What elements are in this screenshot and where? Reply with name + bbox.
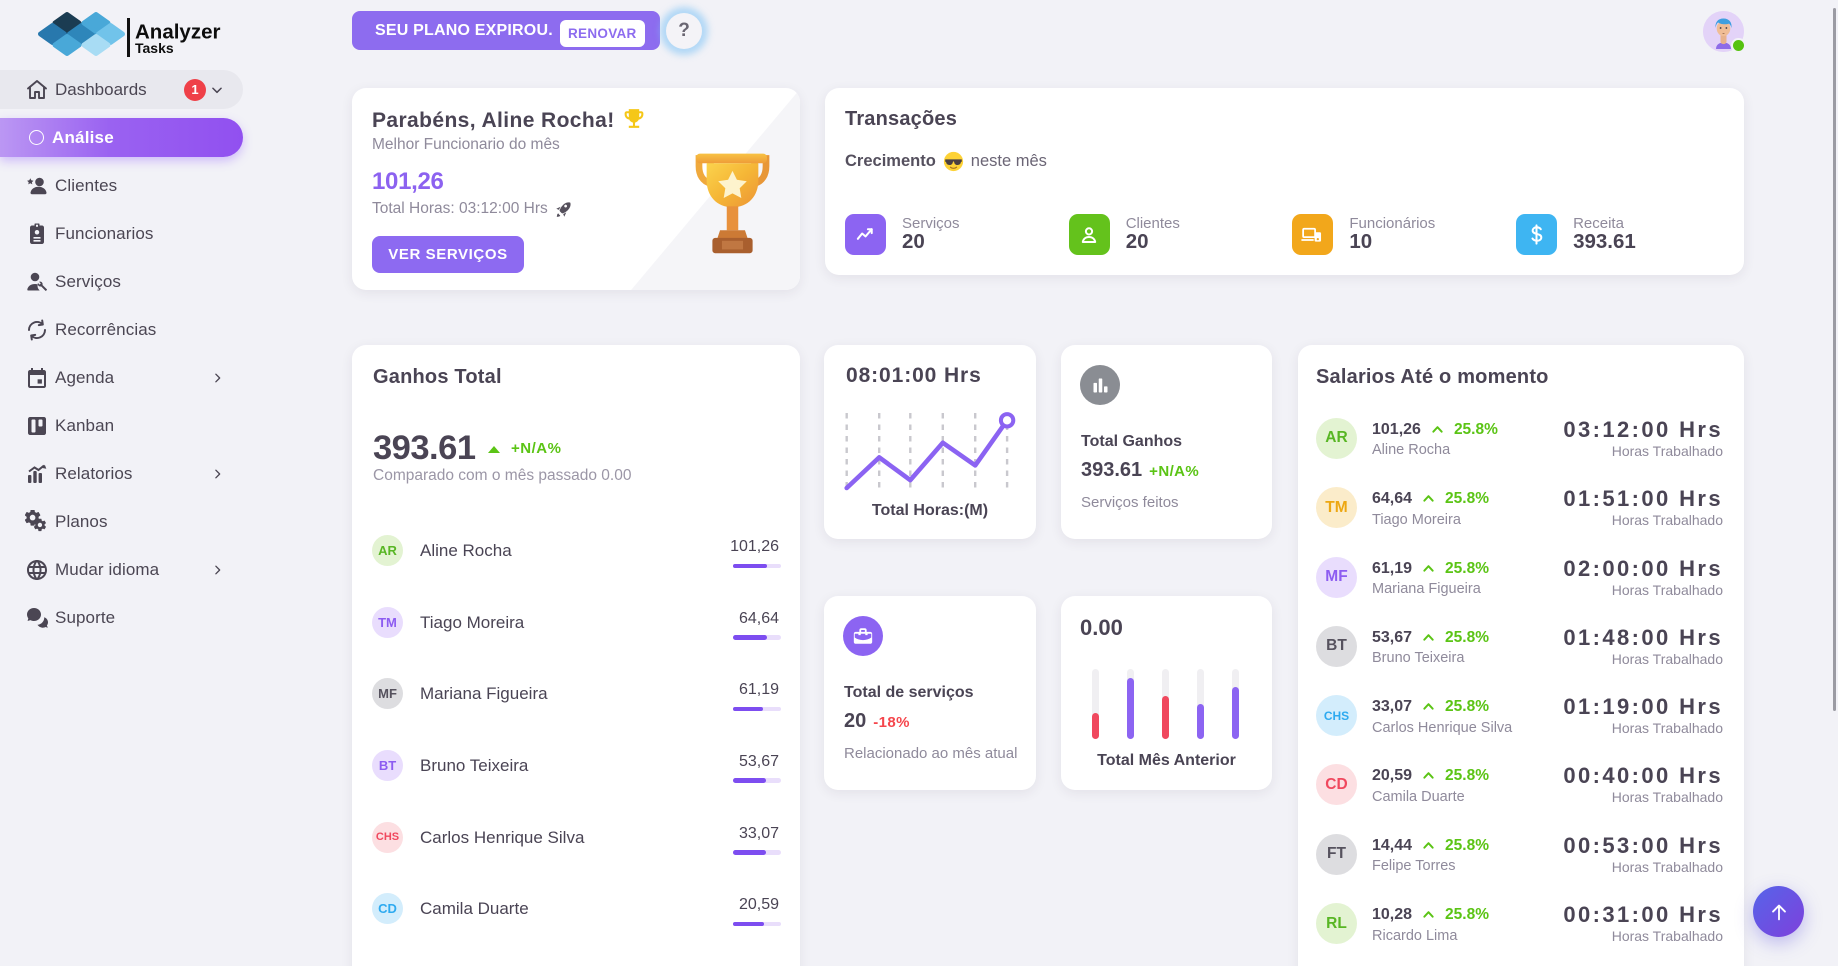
svg-text:Analyzer: Analyzer — [135, 21, 220, 44]
svg-text:Tasks: Tasks — [135, 40, 174, 56]
